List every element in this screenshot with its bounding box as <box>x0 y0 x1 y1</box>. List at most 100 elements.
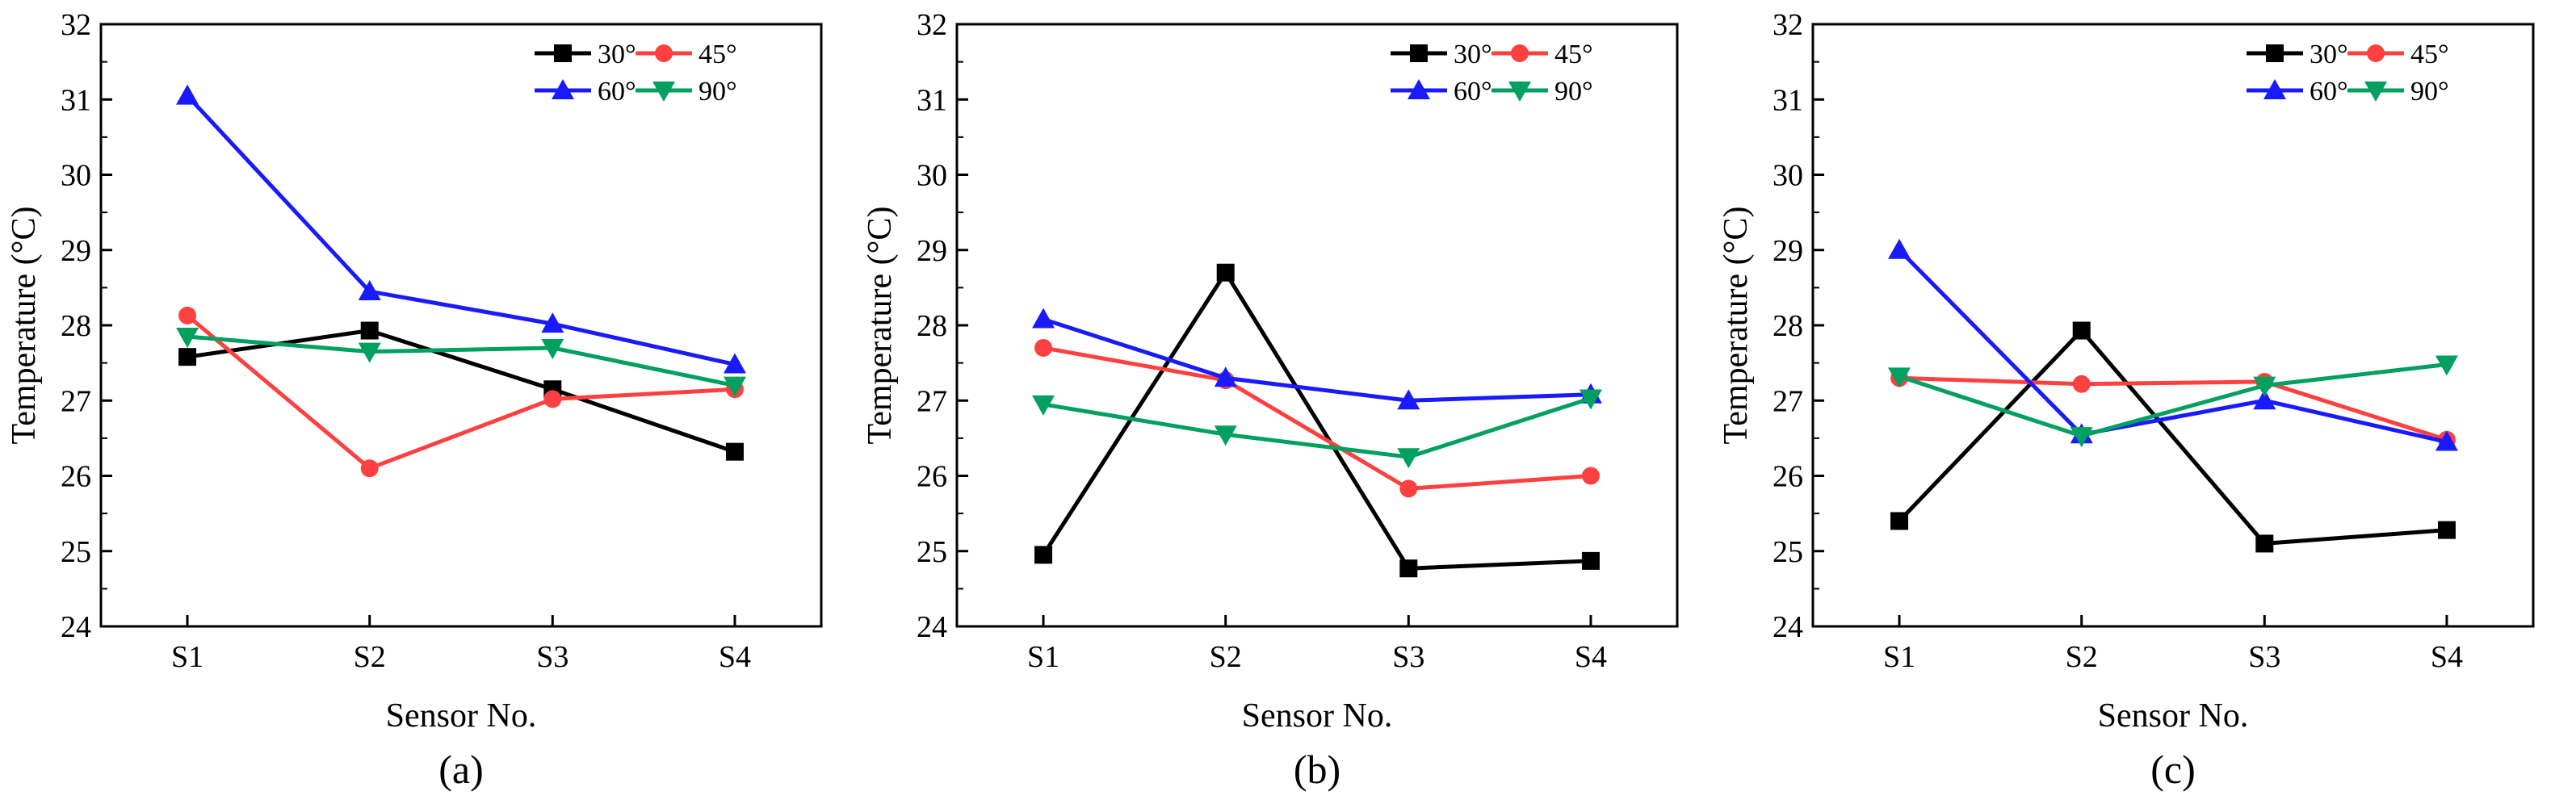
data-point <box>541 312 564 333</box>
data-point <box>2435 430 2458 451</box>
y-axis-title: Temperature (°C) <box>6 207 43 445</box>
legend-item: 45° <box>636 40 737 69</box>
y-tick-label: 32 <box>917 8 947 42</box>
series-line-2 <box>1043 345 1592 491</box>
legend-marker <box>2263 79 2286 99</box>
y-tick-label: 30 <box>1773 159 1803 193</box>
data-point <box>2253 376 2276 397</box>
chart-panel-1: 24 25 26 27 28 29 30 31 32 S1 S2 S3 S4 Sensor No. Temp… <box>6 8 823 792</box>
series-line-3 <box>1043 317 1592 403</box>
y-tick-label: 28 <box>1773 309 1803 343</box>
y-tick-label: 25 <box>917 535 947 569</box>
y-tick-label: 24 <box>1773 610 1803 644</box>
x-axis-title: Sensor No. <box>386 697 537 735</box>
data-point <box>541 338 564 359</box>
x-tick-label: S3 <box>1392 640 1424 674</box>
y-tick-label: 28 <box>917 309 947 343</box>
legend-item: 30° <box>535 40 636 69</box>
series-line-1 <box>1898 329 2448 546</box>
data-point <box>2070 427 2093 448</box>
x-tick-label: S3 <box>536 640 568 674</box>
legend-marker <box>2266 44 2284 62</box>
y-tick-label: 28 <box>61 309 91 343</box>
y-tick-label: 24 <box>61 610 91 644</box>
data-point <box>723 353 746 374</box>
legend-marker <box>554 44 572 62</box>
data-point <box>1034 338 1053 357</box>
data-point <box>1581 467 1600 485</box>
data-point <box>176 84 199 105</box>
series-line-3 <box>1898 248 2448 444</box>
y-tick-label: 27 <box>917 384 947 418</box>
series-line-1 <box>1041 270 1592 571</box>
legend-label: 30° <box>598 40 636 69</box>
y-tick-label: 30 <box>917 159 947 193</box>
y-axis-title: Temperature (°C) <box>1718 207 1755 445</box>
legend-item: 30° <box>2247 40 2348 69</box>
x-tick-label: S1 <box>1883 640 1915 674</box>
plot-frame <box>99 23 823 628</box>
legend-marker <box>1410 44 1428 62</box>
data-point <box>176 327 199 348</box>
legend-marker <box>2367 44 2385 62</box>
data-point <box>2253 389 2276 410</box>
legend-label: 30° <box>2310 40 2348 69</box>
legend-item: 90° <box>1491 77 1593 107</box>
y-tick-label: 25 <box>1773 535 1803 569</box>
data-point <box>1890 512 1909 530</box>
legend-label: 90° <box>699 77 737 107</box>
data-point <box>2072 375 2091 393</box>
legend-label: 60° <box>598 77 636 107</box>
series-line-4 <box>187 334 736 388</box>
data-point <box>2255 534 2274 553</box>
x-tick-label: S2 <box>354 640 386 674</box>
data-point <box>358 280 381 301</box>
legend-label: 90° <box>1554 77 1593 107</box>
y-tick-label: 29 <box>917 234 947 268</box>
x-tick-label: S1 <box>1027 640 1059 674</box>
data-point <box>1032 395 1055 416</box>
y-tick-label: 26 <box>917 460 947 494</box>
data-point <box>1399 479 1418 498</box>
y-tick-label: 31 <box>917 83 947 117</box>
data-point <box>1579 389 1602 410</box>
y-tick-label: 32 <box>1773 8 1803 42</box>
y-tick-label: 30 <box>61 159 91 193</box>
y-tick-label: 29 <box>1773 234 1803 268</box>
panel-label: (a) <box>438 747 484 792</box>
y-axis-title: Temperature (°C) <box>862 207 899 445</box>
legend-marker <box>2364 82 2387 102</box>
legend-marker <box>1508 82 1531 102</box>
x-tick-label: S2 <box>1210 640 1242 674</box>
data-point <box>2435 355 2458 376</box>
y-tick-label: 31 <box>61 83 91 117</box>
data-point <box>360 459 379 478</box>
y-tick-label: 31 <box>1773 83 1803 117</box>
x-tick-label: S2 <box>2066 640 2098 674</box>
data-point <box>2437 521 2456 539</box>
x-tick-label: S4 <box>1575 640 1607 674</box>
chart-panel-2: 24 25 26 27 28 29 30 31 32 S1 S2 S3 S4 Sensor No. Temp… <box>862 8 1679 792</box>
y-tick-label: 26 <box>61 460 91 494</box>
legend-item: 60° <box>2247 77 2348 107</box>
x-tick-label: S3 <box>2248 640 2280 674</box>
y-tick-label: 26 <box>1773 460 1803 494</box>
data-point <box>1581 551 1600 570</box>
data-point <box>1214 366 1237 387</box>
panel-label: (c) <box>2150 747 2196 792</box>
data-point <box>1397 448 1420 469</box>
legend-item: 30° <box>1391 40 1492 69</box>
data-point <box>2072 321 2091 340</box>
data-point <box>1397 389 1420 410</box>
data-point <box>358 342 381 363</box>
legend-item: 90° <box>2347 77 2449 107</box>
data-point <box>1399 559 1418 578</box>
x-axis-title: Sensor No. <box>2098 697 2249 735</box>
data-point <box>178 306 197 324</box>
legend-marker <box>652 82 675 102</box>
x-tick-label: S4 <box>2431 640 2463 674</box>
y-tick-label: 32 <box>61 8 91 42</box>
legend-marker <box>655 44 673 62</box>
legend-label: 45° <box>699 40 737 69</box>
